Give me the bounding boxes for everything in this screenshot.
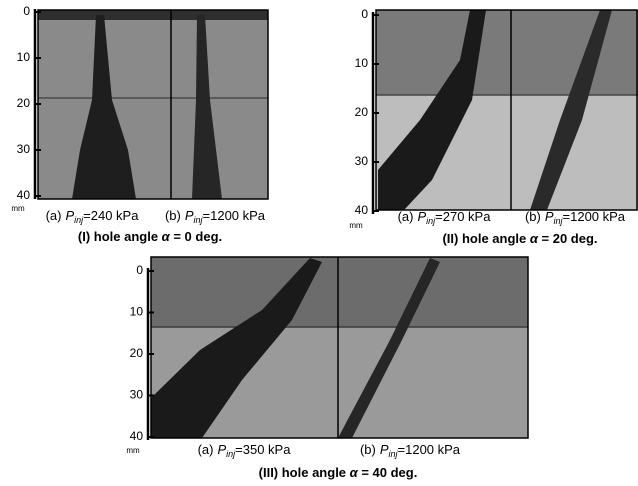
photo-group	[150, 256, 529, 439]
scale-tick-label: 40	[130, 429, 144, 443]
caption: (III) hole angle α = 40 deg.	[259, 465, 418, 480]
subcaption-symbol: P	[217, 442, 226, 457]
caption: (II) hole angle α = 20 deg.	[442, 231, 597, 246]
subcaption: (a) Pinj=240 kPa	[46, 208, 140, 225]
photo	[151, 257, 528, 327]
photo-top	[38, 10, 268, 20]
subcaption: (a) Pinj=350 kPa	[198, 442, 292, 459]
scale-tick-label: 10	[17, 50, 31, 64]
photo	[171, 10, 268, 199]
subcaption-label: (b)	[165, 208, 181, 223]
scale-tick-label: 20	[17, 96, 31, 110]
scale-tick-label: 10	[130, 305, 144, 319]
scale-tick-label: 30	[130, 388, 144, 402]
subcaption-label: (a)	[398, 209, 414, 224]
subcaption-value: =1200 kPa	[203, 208, 266, 223]
subcaption-value: =1200 kPa	[398, 442, 461, 457]
subcaption-subscript: inj	[194, 215, 204, 225]
subcaption-subscript: inj	[426, 216, 436, 226]
caption-prefix: (I) hole angle	[78, 229, 162, 244]
caption-symbol: α	[162, 229, 171, 244]
subcaption-label: (b)	[360, 442, 376, 457]
subcaption-value: =270 kPa	[435, 209, 491, 224]
subcaption-value: =1200 kPa	[563, 209, 626, 224]
spray	[151, 258, 322, 438]
subcaption-subscript: inj	[226, 449, 236, 459]
photo-frame	[375, 9, 638, 211]
subcaption-label: (b)	[525, 209, 541, 224]
caption-symbol: α	[530, 231, 539, 246]
subcaption-symbol: P	[545, 209, 554, 224]
photo-group	[375, 9, 638, 211]
spray	[192, 15, 222, 199]
subcaption: (b) Pinj=1200 kPa	[360, 442, 461, 459]
subcaption: (b) Pinj=1200 kPa	[165, 208, 266, 225]
spray	[338, 258, 440, 438]
scale-unit: mm	[126, 446, 140, 455]
subcaption-subscript: inj	[74, 215, 84, 225]
caption-suffix: = 0 deg.	[170, 229, 222, 244]
spray	[378, 10, 486, 210]
scale-tick-label: 0	[136, 263, 143, 277]
scale-tick-label: 40	[17, 188, 31, 202]
subcaption-value: =350 kPa	[235, 442, 291, 457]
subcaption-label: (a)	[198, 442, 214, 457]
photo-frame	[150, 256, 529, 439]
scale-unit: mm	[349, 221, 363, 230]
subcaption: (b) Pinj=1200 kPa	[525, 209, 626, 226]
subcaption-symbol: P	[417, 209, 426, 224]
scale-tick-label: 40	[355, 203, 369, 217]
subcaption-label: (a)	[46, 208, 62, 223]
scale-unit: mm	[11, 204, 25, 213]
spray	[72, 15, 136, 199]
scale-tick-label: 30	[355, 154, 369, 168]
subcaption-value: =240 kPa	[83, 208, 139, 223]
subcaption-symbol: P	[185, 208, 194, 223]
caption-symbol: α	[350, 465, 359, 480]
subcaption-symbol: P	[65, 208, 74, 223]
photo-group	[37, 9, 269, 200]
caption-suffix: = 20 deg.	[538, 231, 598, 246]
caption: (I) hole angle α = 0 deg.	[78, 229, 222, 244]
scale-tick-label: 0	[23, 4, 30, 18]
subcaption-symbol: P	[380, 442, 389, 457]
scale-tick-label: 10	[355, 56, 369, 70]
scale-tick-label: 20	[355, 105, 369, 119]
caption-prefix: (III) hole angle	[259, 465, 350, 480]
subcaption-subscript: inj	[554, 216, 564, 226]
subcaption-subscript: inj	[389, 449, 399, 459]
caption-prefix: (II) hole angle	[442, 231, 529, 246]
scale-tick-label: 30	[17, 142, 31, 156]
spray	[530, 10, 612, 210]
subcaption: (a) Pinj=270 kPa	[398, 209, 492, 226]
caption-suffix: = 40 deg.	[358, 465, 418, 480]
scale-tick-label: 20	[130, 346, 144, 360]
scale-tick-label: 0	[361, 7, 368, 21]
